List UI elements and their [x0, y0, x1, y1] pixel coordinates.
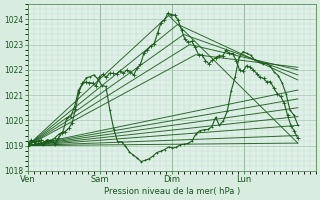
X-axis label: Pression niveau de la mer( hPa ): Pression niveau de la mer( hPa )	[104, 187, 240, 196]
